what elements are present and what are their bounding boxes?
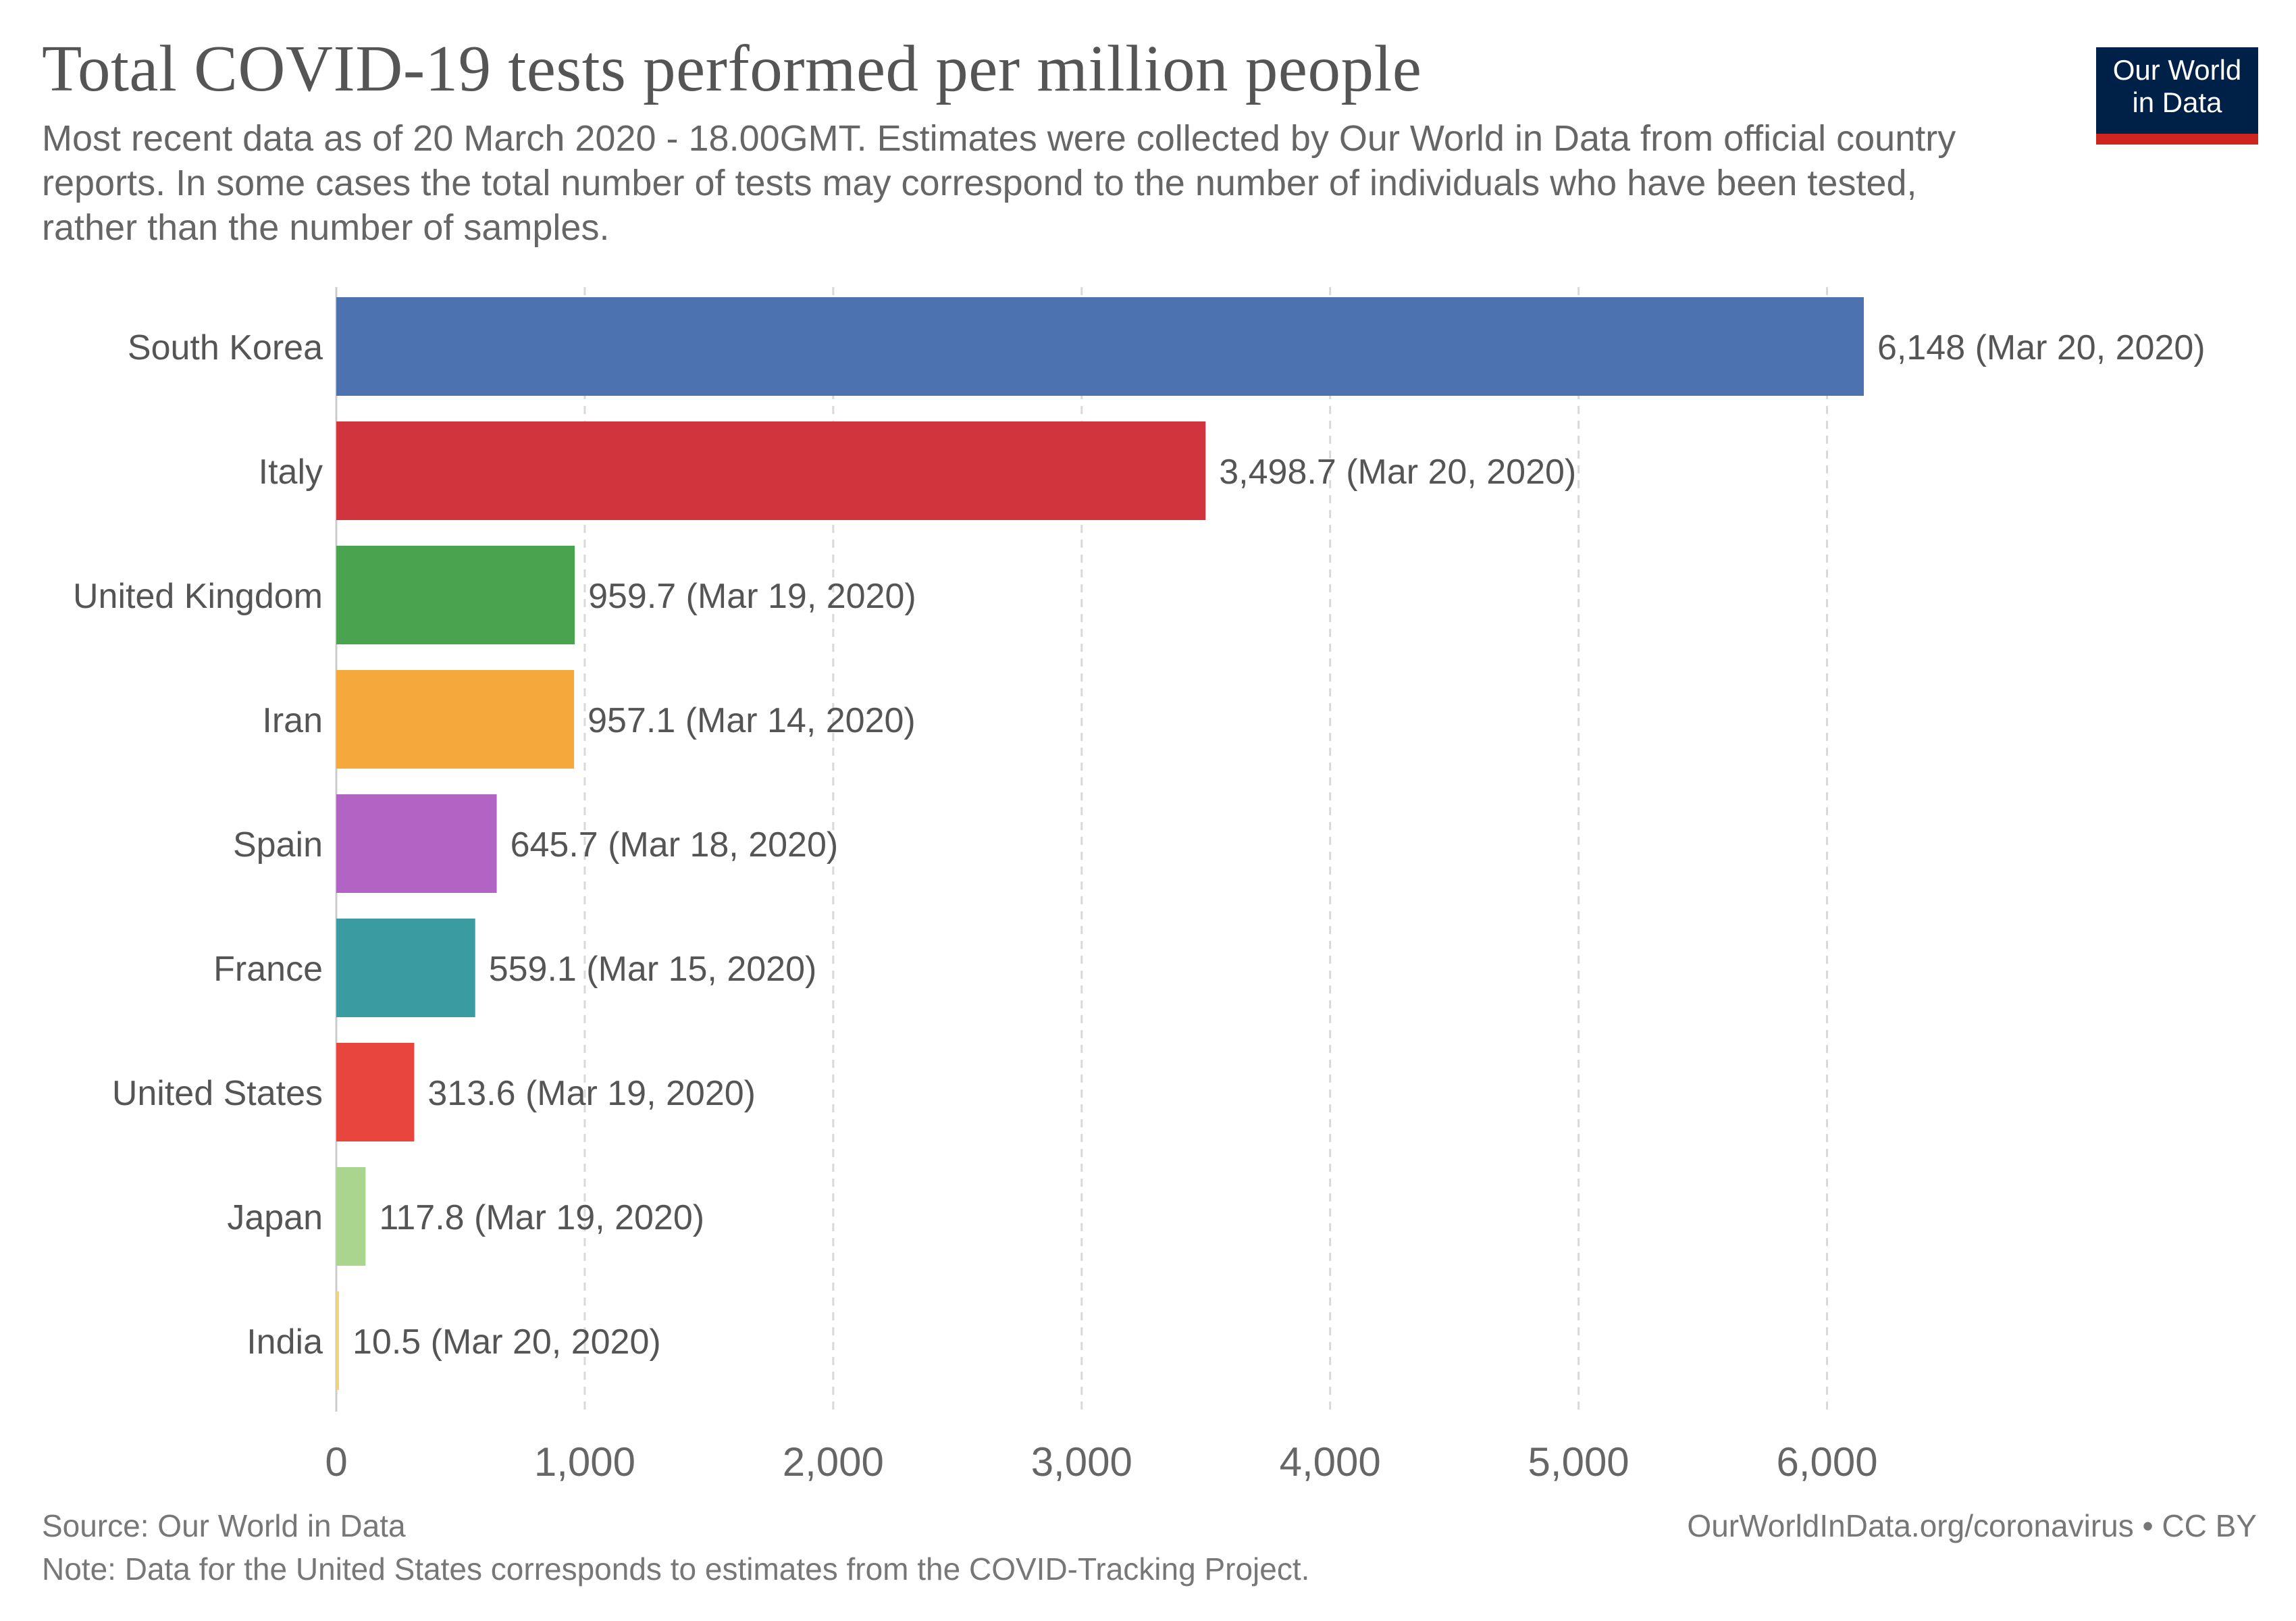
value-label: 313.6 (Mar 19, 2020)	[427, 1074, 756, 1113]
logo-line-2: in Data	[2132, 86, 2222, 118]
x-tick-label: 1,000	[534, 1439, 635, 1485]
x-tick-label: 6,000	[1776, 1439, 1877, 1485]
x-tick-label: 5,000	[1528, 1439, 1629, 1485]
category-label: France	[213, 950, 323, 989]
footer-source: Source: Our World in Data	[42, 1508, 406, 1543]
category-label: Italy	[259, 453, 323, 492]
value-label: 6,148 (Mar 20, 2020)	[1877, 328, 2206, 367]
category-labels: South Korea Italy United Kingdom Iran Spain F…	[73, 328, 323, 1362]
bar[interactable]	[336, 794, 497, 893]
value-label: 559.1 (Mar 15, 2020)	[489, 950, 817, 989]
bar[interactable]	[336, 1043, 415, 1141]
x-tick-label: 0	[325, 1439, 347, 1485]
bar[interactable]	[336, 297, 1864, 396]
category-label: United States	[112, 1074, 323, 1113]
value-label: 959.7 (Mar 19, 2020)	[588, 577, 916, 616]
footer-url[interactable]: OurWorldInData.org/coronavirus • CC BY	[1687, 1508, 2257, 1543]
bar[interactable]	[336, 670, 575, 769]
x-tick-labels: 0 1,000 2,000 3,000 4,000 5,000 6,000	[325, 1439, 1877, 1485]
value-label: 957.1 (Mar 14, 2020)	[588, 701, 916, 740]
value-label: 645.7 (Mar 18, 2020)	[511, 825, 839, 865]
footer-note: Note: Data for the United States corresp…	[42, 1551, 1310, 1587]
owid-logo[interactable]: Our World in Data	[2096, 47, 2258, 145]
bar[interactable]	[336, 1291, 339, 1390]
x-tick-label: 2,000	[783, 1439, 884, 1485]
category-label: South Korea	[128, 328, 323, 367]
bars	[336, 297, 1864, 1390]
value-labels: 6,148 (Mar 20, 2020) 3,498.7 (Mar 20, 202…	[353, 328, 2206, 1362]
category-label: Spain	[233, 825, 323, 865]
bar[interactable]	[336, 421, 1206, 520]
category-label: Iran	[262, 701, 323, 740]
chart-subtitle: Most recent data as of 20 March 2020 - 1…	[42, 118, 1956, 248]
x-tick-label: 4,000	[1280, 1439, 1381, 1485]
value-label: 117.8 (Mar 19, 2020)	[379, 1198, 704, 1237]
bar[interactable]	[336, 1167, 366, 1266]
logo-line-1: Our World	[2112, 54, 2242, 86]
value-label: 10.5 (Mar 20, 2020)	[353, 1322, 661, 1362]
category-label: Japan	[227, 1198, 323, 1237]
category-label: United Kingdom	[73, 577, 323, 616]
bar[interactable]	[336, 546, 575, 644]
chart-title: Total COVID-19 tests performed per milli…	[42, 32, 1422, 105]
category-label: India	[246, 1322, 323, 1362]
value-label: 3,498.7 (Mar 20, 2020)	[1219, 453, 1576, 492]
x-tick-label: 3,000	[1031, 1439, 1132, 1485]
bar[interactable]	[336, 919, 475, 1017]
